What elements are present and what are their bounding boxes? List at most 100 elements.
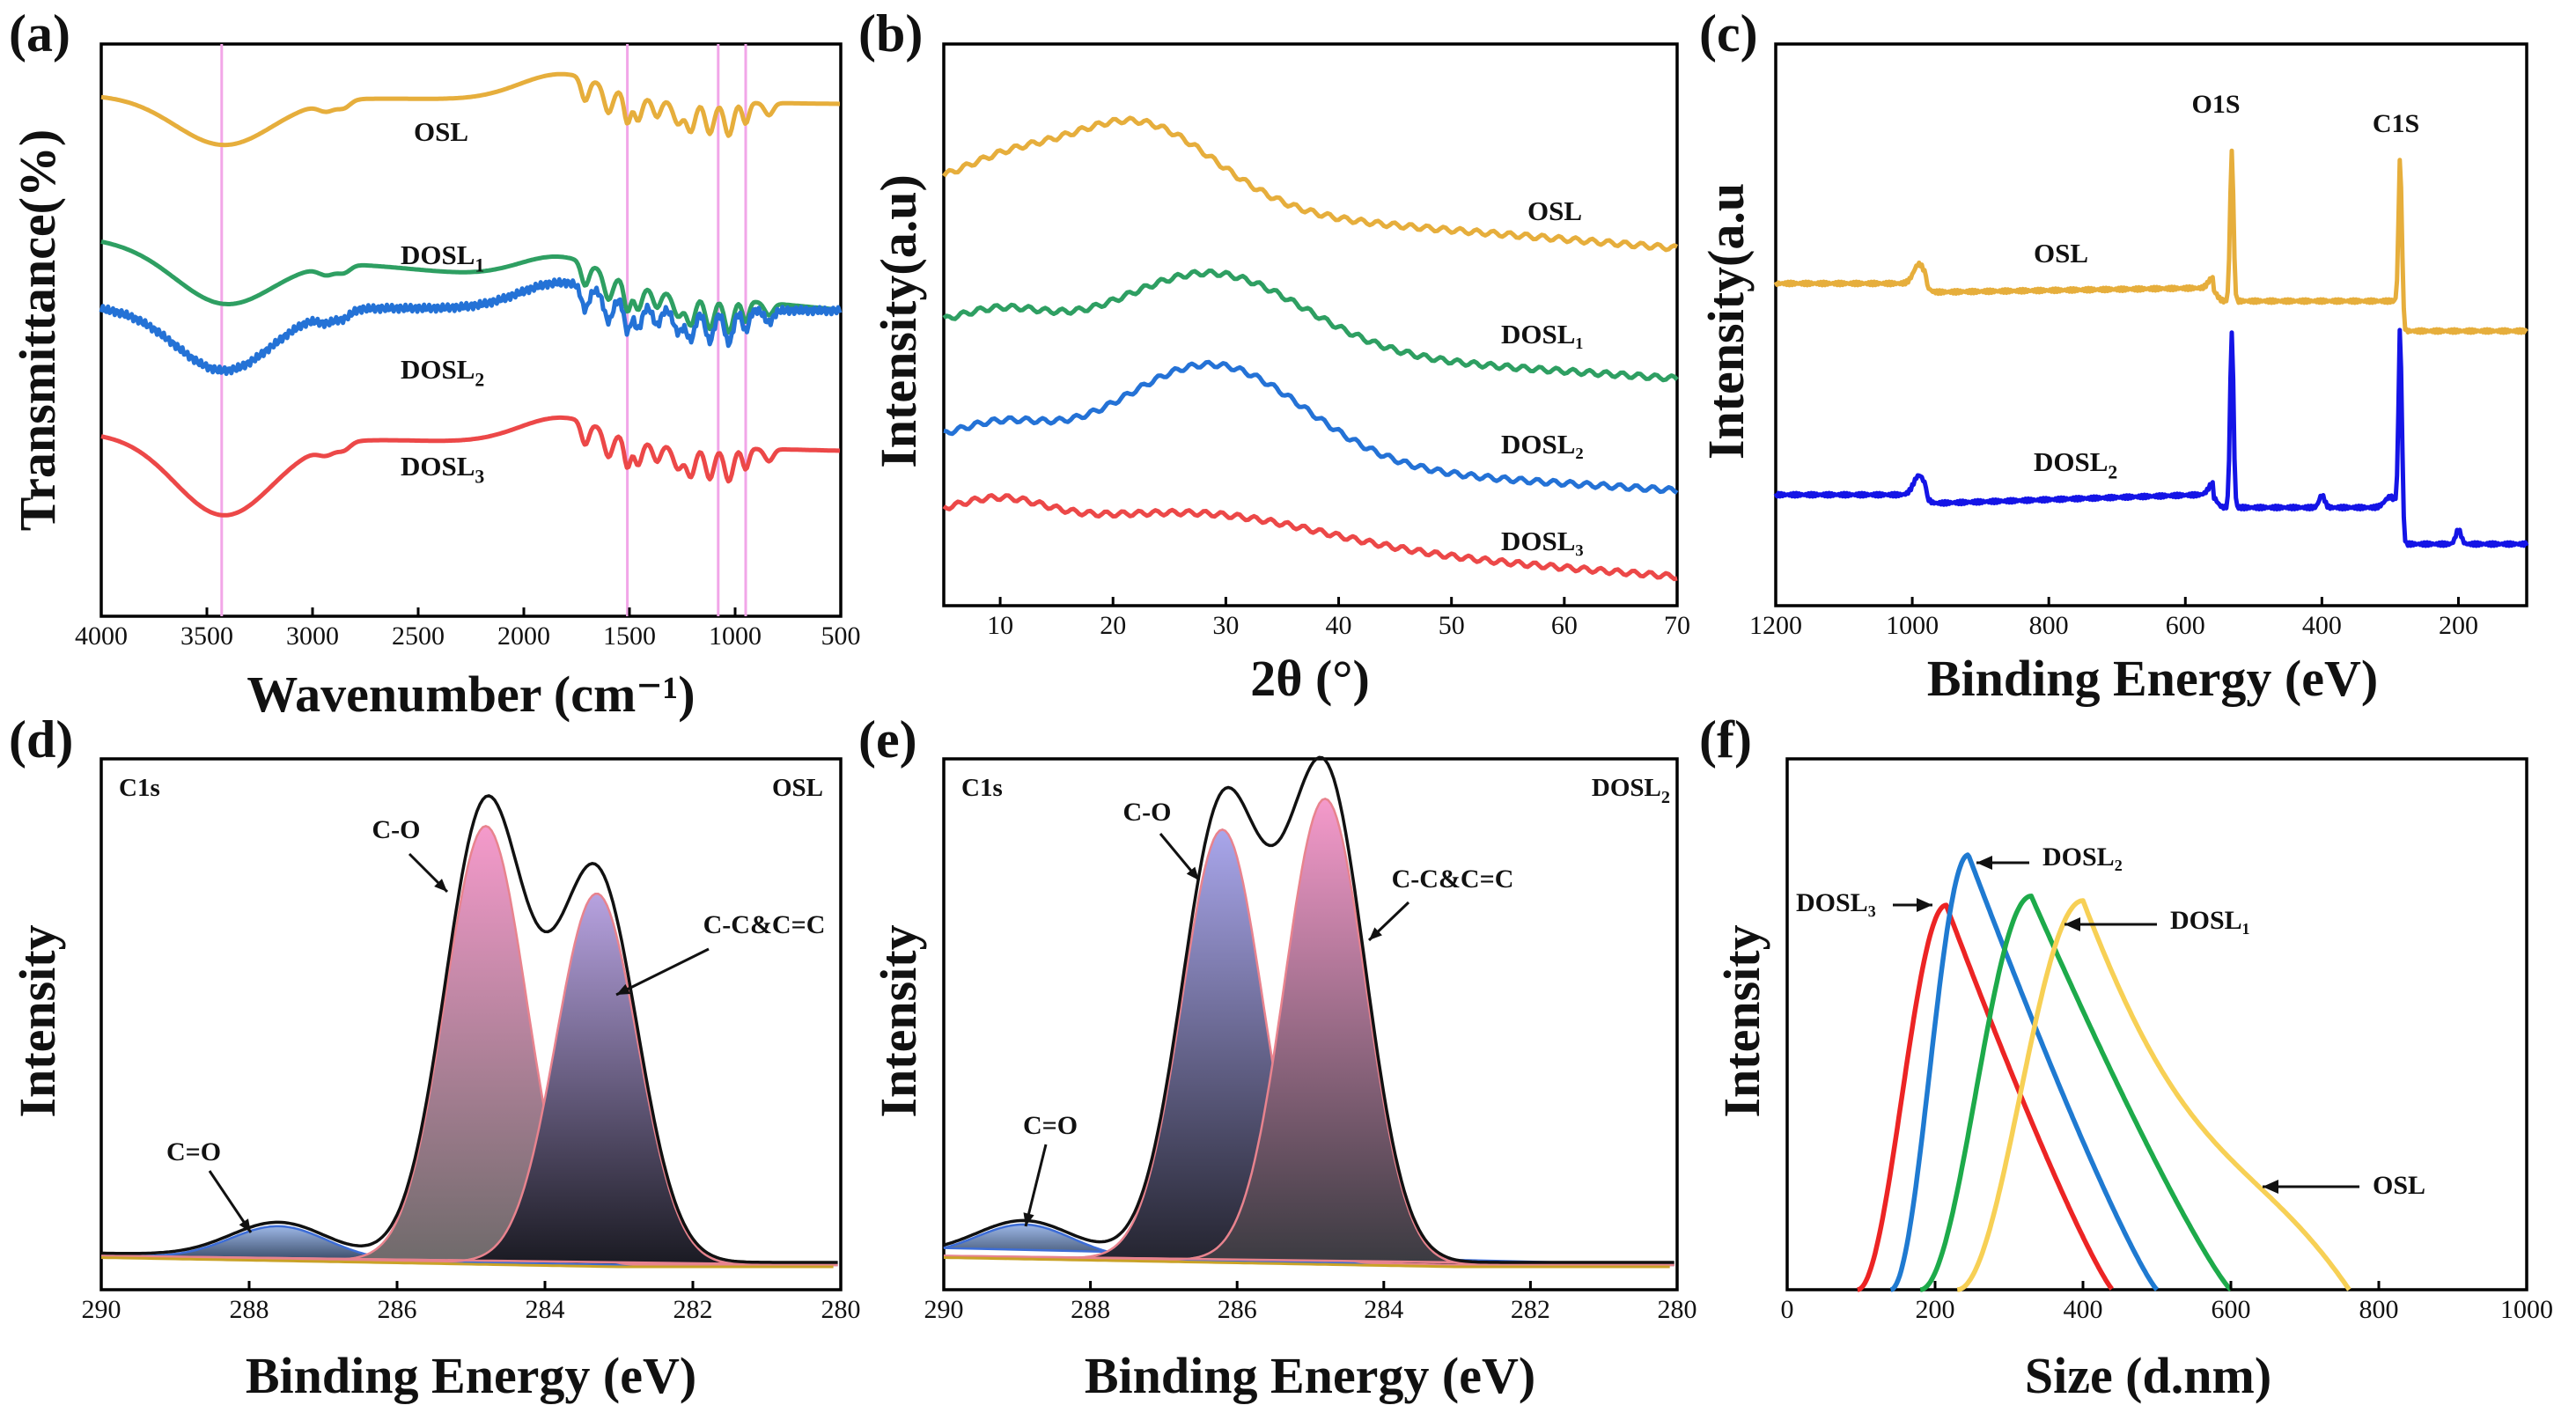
arrow-head (1369, 927, 1382, 940)
panel-label: (e) (858, 710, 917, 769)
pointer-arrow (615, 947, 710, 997)
y-axis-title: Intensity(a.u (1697, 183, 1755, 460)
envelope-line (943, 755, 1674, 1264)
legend-dosl1: DOSL₁ (1501, 319, 1584, 349)
x-tick-label: 40 (1326, 611, 1352, 640)
series-line-osl (1773, 148, 2528, 335)
legend-dosl3: DOSL3 (401, 451, 484, 488)
legend-dosl2: DOSL2 (401, 354, 484, 391)
x-tick-label: 60 (1551, 611, 1578, 640)
component-label: C-O (1123, 798, 1172, 827)
x-tick-label: 400 (2064, 1295, 2103, 1324)
y-axis-title: Intensity (870, 924, 927, 1117)
component-label: C-O (372, 815, 421, 844)
x-tick-label: 2000 (497, 622, 550, 651)
x-tick-label: 282 (1511, 1295, 1550, 1324)
x-tick-label: 4000 (75, 622, 128, 651)
legend-osl: OSL (2034, 238, 2088, 269)
x-tick-label: 30 (1212, 611, 1239, 640)
legend-osl: OSL (414, 116, 468, 147)
series-line-dosl2 (1773, 327, 2529, 548)
peak-label-c1s: C1S (2373, 109, 2419, 138)
component-peak (100, 892, 838, 1267)
x-tick-label: 288 (1071, 1295, 1110, 1324)
legend-dosl3: DOSL₃ (1501, 526, 1584, 556)
legend-osl: OSL (2373, 1171, 2425, 1200)
x-tick-label: 3000 (286, 622, 339, 651)
arrow-head (2064, 917, 2080, 931)
series-line-dosl1 (100, 239, 841, 335)
corner-label-sample: DOSL2 (1592, 774, 1670, 807)
x-tick-label: 286 (378, 1295, 417, 1324)
arrow-head (1976, 856, 1992, 870)
x-tick-label: 600 (2166, 611, 2205, 640)
x-tick-label: 282 (673, 1295, 713, 1324)
x-tick-label: 284 (1364, 1295, 1403, 1324)
x-tick-label: 50 (1439, 611, 1465, 640)
x-tick-label: 290 (924, 1295, 964, 1324)
series-line-dosl3 (942, 493, 1678, 582)
series-line-dosl1 (1919, 894, 2233, 1292)
corner-label-sample: OSL (772, 774, 823, 802)
arrow-head (1917, 898, 1932, 912)
component-peak (943, 797, 1674, 1267)
x-tick-label: 200 (2439, 611, 2478, 640)
x-tick-label: 280 (1658, 1295, 1697, 1324)
plot-frame (1785, 757, 2528, 1291)
panel-label: (f) (1699, 710, 1752, 769)
series-line-dosl3 (100, 415, 841, 518)
x-tick-label: 1200 (1749, 611, 1802, 640)
pointer-arrow (1024, 1144, 1048, 1227)
x-tick-label: 400 (2302, 611, 2342, 640)
x-tick-label: 1000 (2500, 1295, 2553, 1324)
arrow-head (2263, 1180, 2278, 1194)
x-tick-label: 280 (821, 1295, 861, 1324)
peak-label-o1s: O1S (2191, 90, 2240, 119)
legend-dosl3: DOSL₃ (1796, 888, 1876, 917)
x-axis-title: Wavenumber (cm⁻¹) (247, 666, 695, 723)
component-label: C-C&C=C (703, 910, 826, 939)
component-label: C=O (1023, 1111, 1078, 1140)
x-tick-label: 70 (1664, 611, 1690, 640)
baseline (943, 1256, 1670, 1269)
x-tick-label: 0 (1781, 1295, 1794, 1324)
y-axis-title: Intensity (1713, 924, 1770, 1117)
corner-label-c1s: C1s (961, 774, 1003, 802)
plot-frame (99, 757, 843, 1291)
x-tick-label: 2500 (392, 622, 445, 651)
legend-dosl2: DOSL₂ (1501, 429, 1584, 460)
series-line-dosl2 (943, 359, 1679, 496)
component-label: C-C&C=C (1392, 865, 1514, 894)
panel-label: (c) (1699, 4, 1758, 63)
legend-dosl1: DOSL₁ (2170, 906, 2250, 935)
legend-dosl2: DOSL2 (2034, 446, 2117, 483)
panel-label: (d) (9, 710, 73, 769)
x-tick-label: 10 (987, 611, 1013, 640)
component-peak (100, 824, 838, 1267)
x-tick-label: 288 (230, 1295, 269, 1324)
series-line-dosl1 (942, 269, 1679, 383)
arrow-head (1023, 1212, 1034, 1226)
arrow-head (434, 879, 447, 892)
series-line-dosl3 (1856, 902, 2114, 1292)
x-axis-title: Binding Energy (eV) (1927, 650, 2378, 707)
x-axis-title: Binding Energy (eV) (1085, 1347, 1535, 1404)
x-axis-title: Binding Energy (eV) (246, 1347, 696, 1404)
x-tick-label: 286 (1218, 1295, 1257, 1324)
envelope-line (101, 794, 838, 1264)
legend-osl: OSL (1527, 195, 1582, 226)
plot-frame (99, 42, 843, 618)
legend-dosl2: DOSL₂ (2042, 842, 2123, 872)
x-tick-label: 1500 (603, 622, 656, 651)
baseline (100, 1256, 834, 1269)
x-tick-label: 800 (2359, 1295, 2399, 1324)
series-line-osl (942, 115, 1679, 253)
arrow-head (616, 983, 630, 995)
plot-frame (942, 42, 1679, 607)
y-axis-title: Transmittance(%) (9, 129, 66, 531)
x-tick-label: 1000 (1886, 611, 1939, 640)
y-axis-title: Intensity (9, 924, 66, 1117)
panel-label: (b) (858, 4, 923, 63)
x-tick-label: 1000 (709, 622, 762, 651)
